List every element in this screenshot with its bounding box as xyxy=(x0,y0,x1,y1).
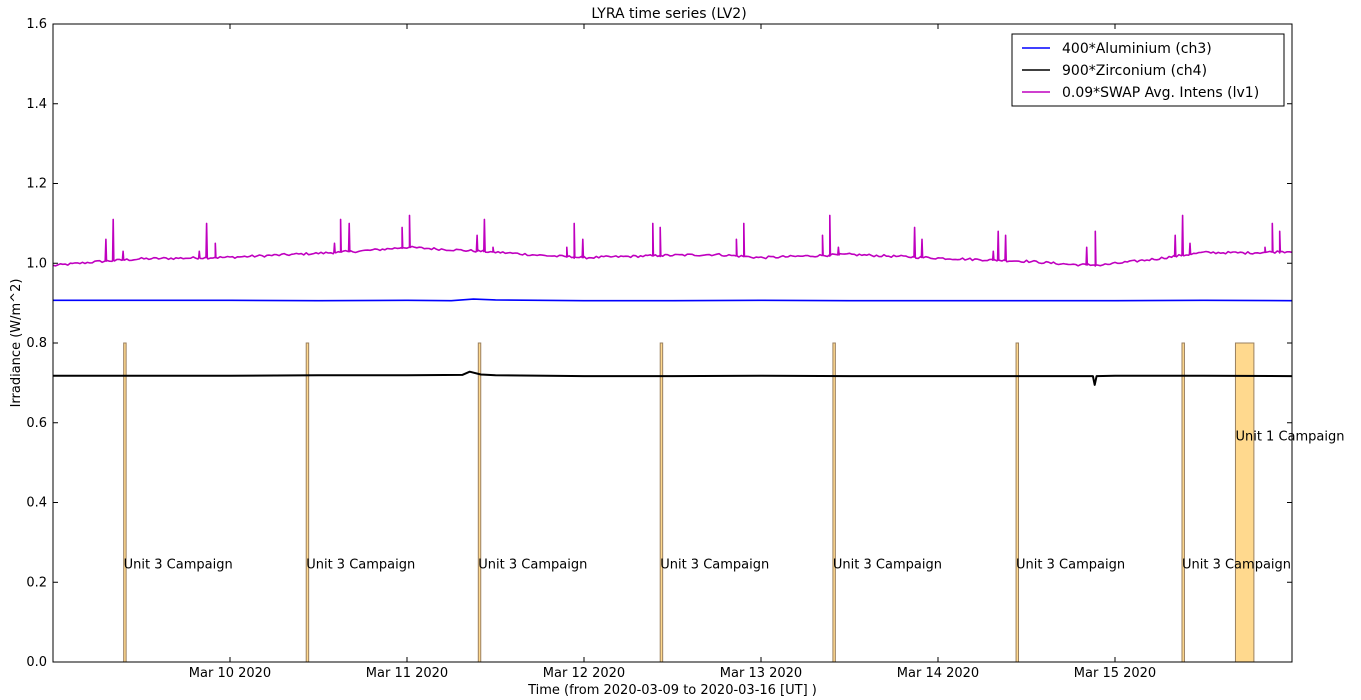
campaign-label-4: Unit 3 Campaign xyxy=(660,557,769,572)
y-tick-label-3: 0.6 xyxy=(26,416,47,431)
x-tick-label-1: Mar 11 2020 xyxy=(366,666,448,681)
campaign-bar-2 xyxy=(305,342,310,663)
campaign-bar-6 xyxy=(1015,342,1020,663)
x-tick-label-3: Mar 13 2020 xyxy=(720,666,802,681)
y-tick-label-6: 1.2 xyxy=(26,177,47,192)
y-tick-label-4: 0.8 xyxy=(26,336,47,351)
campaign-bar-1 xyxy=(123,342,127,663)
legend-label-1: 400*Aluminium (ch3) xyxy=(1062,41,1212,57)
y-tick-label-5: 1.0 xyxy=(26,256,47,271)
y-tick-label-8: 1.6 xyxy=(26,17,47,32)
campaign-bar-4 xyxy=(659,342,664,663)
series-lines xyxy=(52,214,1293,386)
campaign-label-2: Unit 3 Campaign xyxy=(306,557,415,572)
legend-box xyxy=(1011,33,1285,107)
legend-label-2: 900*Zirconium (ch4) xyxy=(1062,63,1207,79)
campaign-bar-3 xyxy=(477,342,482,663)
x-tick-label-5: Mar 15 2020 xyxy=(1074,666,1156,681)
campaign-label-1: Unit 3 Campaign xyxy=(124,557,233,572)
y-tick-label-1: 0.2 xyxy=(26,575,47,590)
legend-label-3: 0.09*SWAP Avg. Intens (lv1) xyxy=(1062,85,1259,101)
campaign-bar-8 xyxy=(1234,342,1255,663)
axis-ticks: 0.0 0.2 0.4 0.6 0.8 1.0 1.2 1.4 1.6 Mar 10 2020 Ma… xyxy=(26,17,1292,681)
campaign-annotations: Unit 3 Campaign Unit 3 Campaign Unit 3 Cam… xyxy=(124,430,1345,573)
campaign-bar-7 xyxy=(1181,342,1185,663)
campaign-label-5: Unit 3 Campaign xyxy=(833,557,942,572)
campaign-label-7: Unit 3 Campaign xyxy=(1182,557,1291,572)
series-line-2 xyxy=(53,370,1293,386)
y-tick-label-7: 1.4 xyxy=(26,97,47,112)
x-tick-label-4: Mar 14 2020 xyxy=(897,666,979,681)
chart-title: LYRA time series (LV2) xyxy=(591,6,746,22)
campaign-label-6: Unit 3 Campaign xyxy=(1016,557,1125,572)
x-axis-label: Time (from 2020-03-09 to 2020-03-16 [UT]… xyxy=(527,683,817,698)
campaign-label-8: Unit 1 Campaign xyxy=(1235,430,1344,445)
x-tick-label-2: Mar 12 2020 xyxy=(543,666,625,681)
y-tick-label-2: 0.4 xyxy=(26,496,47,511)
y-axis-label: Irradiance (W/m^2) xyxy=(9,279,24,408)
legend: 400*Aluminium (ch3) 900*Zirconium (ch4) 0.… xyxy=(1011,33,1285,107)
series-line-1 xyxy=(53,298,1293,302)
series-line-3 xyxy=(52,214,1293,267)
campaign-bar-5 xyxy=(832,342,836,663)
campaign-label-3: Unit 3 Campaign xyxy=(478,557,587,572)
x-tick-label-0: Mar 10 2020 xyxy=(189,666,271,681)
y-tick-label-0: 0.0 xyxy=(26,655,47,670)
